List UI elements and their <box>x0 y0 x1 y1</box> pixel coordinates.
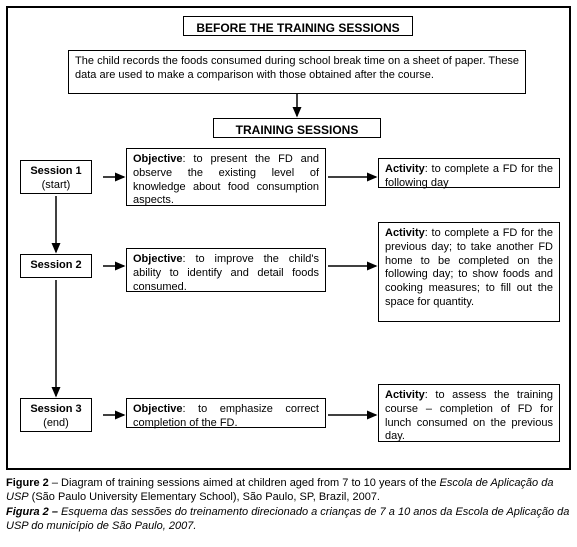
before-header: BEFORE THE TRAINING SESSIONS <box>183 16 413 36</box>
session-2-title: Session 2 <box>30 259 81 271</box>
intro-box: The child records the foods consumed dur… <box>68 50 526 94</box>
page-root: BEFORE THE TRAINING SESSIONS The child r… <box>0 0 577 547</box>
objective-2-box: Objective: to improve the child's abilit… <box>126 248 326 292</box>
objective-label: Objective <box>133 253 183 265</box>
session-2-box: Session 2 <box>20 254 92 278</box>
figure-caption: Figure 2 – Diagram of training sessions … <box>6 476 571 533</box>
session-3-title: Session 3 <box>30 403 81 415</box>
objective-label: Objective <box>133 153 183 165</box>
caption-pt-label: Figura 2 – <box>6 506 58 518</box>
activity-2-text: : to complete a FD for the previous day;… <box>385 227 553 308</box>
activity-2-box: Activity: to complete a FD for the previ… <box>378 222 560 322</box>
training-header: TRAINING SESSIONS <box>213 118 381 138</box>
session-3-box: Session 3 (end) <box>20 398 92 432</box>
activity-1-box: Activity: to complete a FD for the follo… <box>378 158 560 188</box>
caption-pt-text: Esquema das sessões do treinamento direc… <box>6 506 569 532</box>
caption-en-tail: (São Paulo University Elementary School)… <box>29 491 380 503</box>
objective-1-box: Objective: to present the FD and observe… <box>126 148 326 206</box>
objective-3-box: Objective: to emphasize correct completi… <box>126 398 326 428</box>
session-1-sub: (start) <box>42 179 71 191</box>
activity-label: Activity <box>385 227 425 239</box>
caption-en-text: – Diagram of training sessions aimed at … <box>49 477 440 489</box>
activity-label: Activity <box>385 163 425 175</box>
activity-3-box: Activity: to assess the training course … <box>378 384 560 442</box>
caption-en: Figure 2 – Diagram of training sessions … <box>6 476 571 505</box>
objective-label: Objective <box>133 403 183 415</box>
caption-pt: Figura 2 – Esquema das sessões do treina… <box>6 505 571 534</box>
caption-en-label: Figure 2 <box>6 477 49 489</box>
session-1-box: Session 1 (start) <box>20 160 92 194</box>
session-1-title: Session 1 <box>30 165 81 177</box>
activity-label: Activity <box>385 389 425 401</box>
diagram-frame: BEFORE THE TRAINING SESSIONS The child r… <box>6 6 571 470</box>
session-3-sub: (end) <box>43 417 69 429</box>
